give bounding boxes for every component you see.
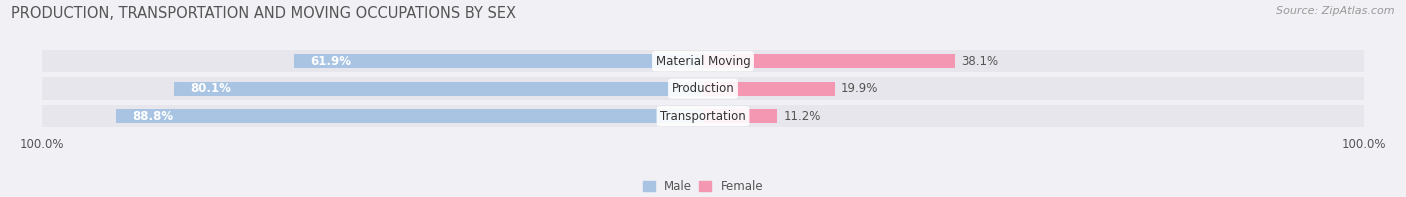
Text: 11.2%: 11.2% xyxy=(783,110,821,123)
Bar xyxy=(703,109,778,123)
Legend: Male, Female: Male, Female xyxy=(643,180,763,193)
Bar xyxy=(174,82,703,96)
Bar xyxy=(42,105,1364,127)
Text: 61.9%: 61.9% xyxy=(311,55,352,68)
Bar xyxy=(42,77,1364,100)
Text: Material Moving: Material Moving xyxy=(655,55,751,68)
Text: 19.9%: 19.9% xyxy=(841,82,879,95)
Bar xyxy=(703,54,955,68)
Text: Transportation: Transportation xyxy=(661,110,745,123)
Text: 80.1%: 80.1% xyxy=(190,82,231,95)
Text: Source: ZipAtlas.com: Source: ZipAtlas.com xyxy=(1277,6,1395,16)
Text: 88.8%: 88.8% xyxy=(132,110,174,123)
Bar xyxy=(117,109,703,123)
Text: Production: Production xyxy=(672,82,734,95)
Text: 38.1%: 38.1% xyxy=(962,55,998,68)
Text: PRODUCTION, TRANSPORTATION AND MOVING OCCUPATIONS BY SEX: PRODUCTION, TRANSPORTATION AND MOVING OC… xyxy=(11,6,516,21)
Bar xyxy=(42,50,1364,72)
Bar xyxy=(294,54,703,68)
Bar xyxy=(703,82,835,96)
